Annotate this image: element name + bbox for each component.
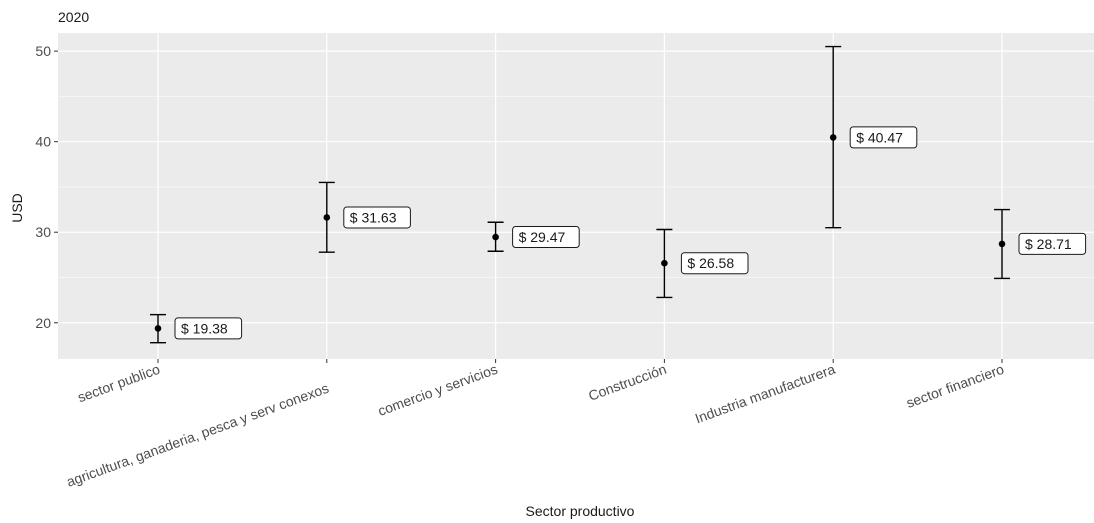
- y-tick-label: 40: [35, 134, 51, 150]
- data-point: [829, 134, 837, 141]
- data-label-box: [174, 317, 243, 340]
- data-label: $ 28.71: [1025, 236, 1072, 252]
- data-point: [998, 240, 1006, 248]
- x-tick-label: sector publico: [75, 361, 162, 406]
- x-tick-label: sector financiero: [904, 361, 1006, 411]
- data-label-box: [512, 226, 580, 249]
- data-label-box: [1018, 232, 1087, 255]
- y-axis-label: USD: [9, 193, 25, 223]
- data-point: [323, 214, 331, 221]
- data-label: $ 29.47: [519, 229, 566, 245]
- data-label: $ 31.63: [350, 209, 397, 225]
- data-label: $ 40.47: [856, 129, 903, 145]
- chart-title: 2020: [58, 9, 89, 25]
- data-label-box: [680, 252, 749, 275]
- x-tick-label: comercio y servicios: [376, 361, 500, 419]
- plot-panel: [58, 33, 1094, 359]
- data-point: [661, 259, 668, 267]
- x-axis-label: Sector productivo: [526, 503, 635, 519]
- data-point: [154, 325, 162, 332]
- x-tick-label: Industria manufacturera: [693, 361, 838, 427]
- data-label-box: [343, 206, 411, 229]
- data-label: $ 19.38: [181, 320, 228, 336]
- y-tick-label: 50: [35, 43, 51, 59]
- data-label-box: [849, 126, 918, 149]
- data-label: $ 26.58: [687, 255, 734, 271]
- x-tick-label: Construcción: [586, 361, 668, 404]
- y-tick-label: 20: [35, 315, 51, 331]
- y-tick-label: 30: [35, 224, 51, 240]
- data-point: [492, 233, 499, 241]
